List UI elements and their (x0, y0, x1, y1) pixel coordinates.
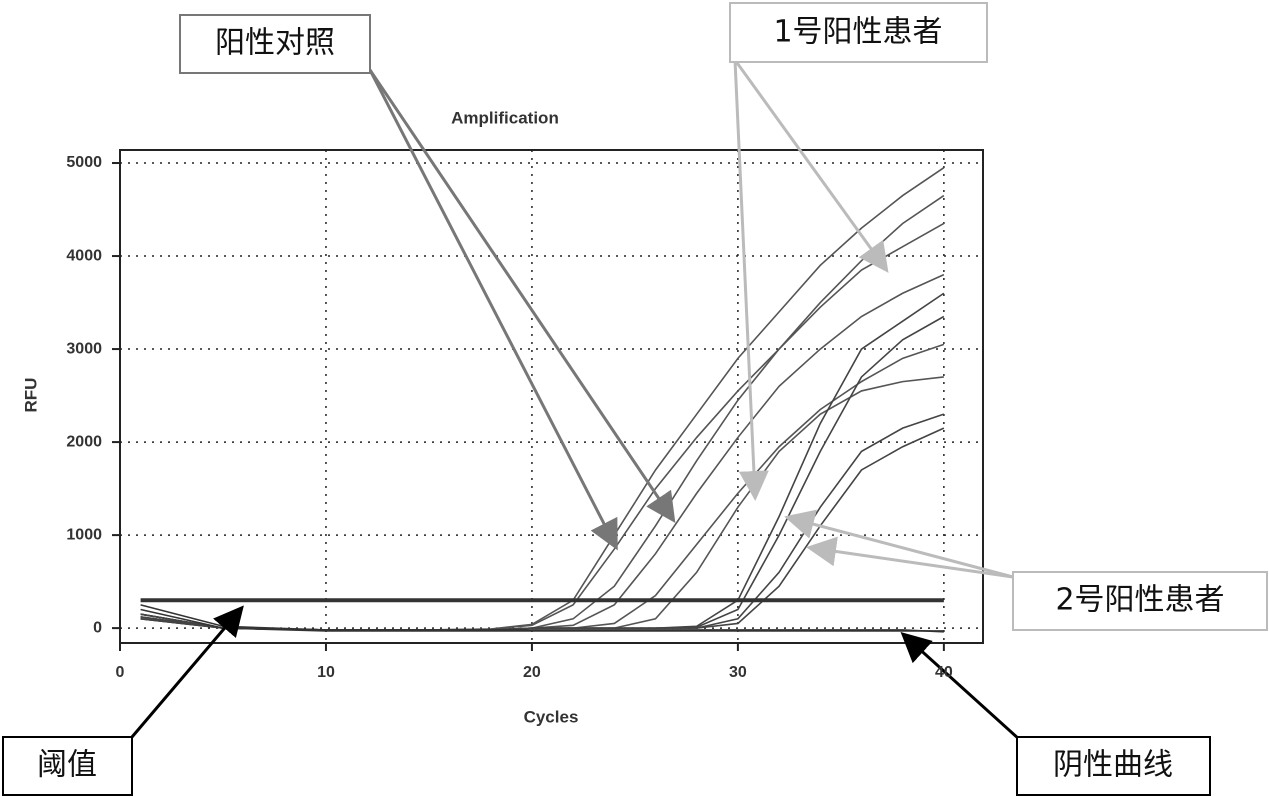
x-tick-label: 30 (729, 664, 747, 681)
y-tick-label: 5000 (66, 154, 102, 171)
curve (140, 604, 944, 633)
arrow (806, 536, 1014, 579)
curve (140, 343, 945, 631)
curve (140, 315, 945, 631)
curve (140, 222, 945, 631)
arrow (900, 631, 1022, 742)
annotation-box (729, 2, 988, 63)
annotation: 阳性对照 (215, 26, 335, 61)
x-tick-label: 20 (523, 664, 541, 681)
annotation-box (2, 736, 133, 796)
x-tick-label: 10 (317, 664, 335, 681)
y-tick-label: 2000 (66, 433, 102, 450)
chart-title: Amplification (451, 108, 559, 127)
curve (140, 608, 944, 632)
annotation: 1号阳性患者 (773, 15, 942, 50)
y-tick-label: 1000 (66, 526, 102, 543)
y-tick-label: 0 (93, 619, 102, 636)
x-axis-label: Cycles (524, 707, 579, 726)
curve (140, 167, 945, 631)
arrow (733, 59, 889, 273)
arrow (130, 605, 244, 738)
annotation-box (179, 14, 371, 74)
x-tick-label: 0 (116, 664, 125, 681)
arrow (784, 509, 1014, 579)
annotation: 阴性曲线 (1053, 748, 1173, 783)
arrows (130, 59, 1022, 742)
annotation-box (1012, 571, 1268, 631)
annotation: 2号阳性患者 (1055, 583, 1224, 618)
arrow (368, 69, 618, 551)
y-axis-label: RFU (21, 378, 40, 413)
y-tick-label: 4000 (66, 247, 102, 264)
annotation: 阈值 (37, 748, 97, 783)
plot-frame (119, 149, 984, 644)
arrow (733, 59, 769, 501)
annotation-box (1016, 736, 1211, 796)
arrow (368, 69, 676, 523)
x-tick-label: 40 (935, 664, 953, 681)
curve (140, 292, 945, 631)
y-tick-label: 3000 (66, 340, 102, 357)
